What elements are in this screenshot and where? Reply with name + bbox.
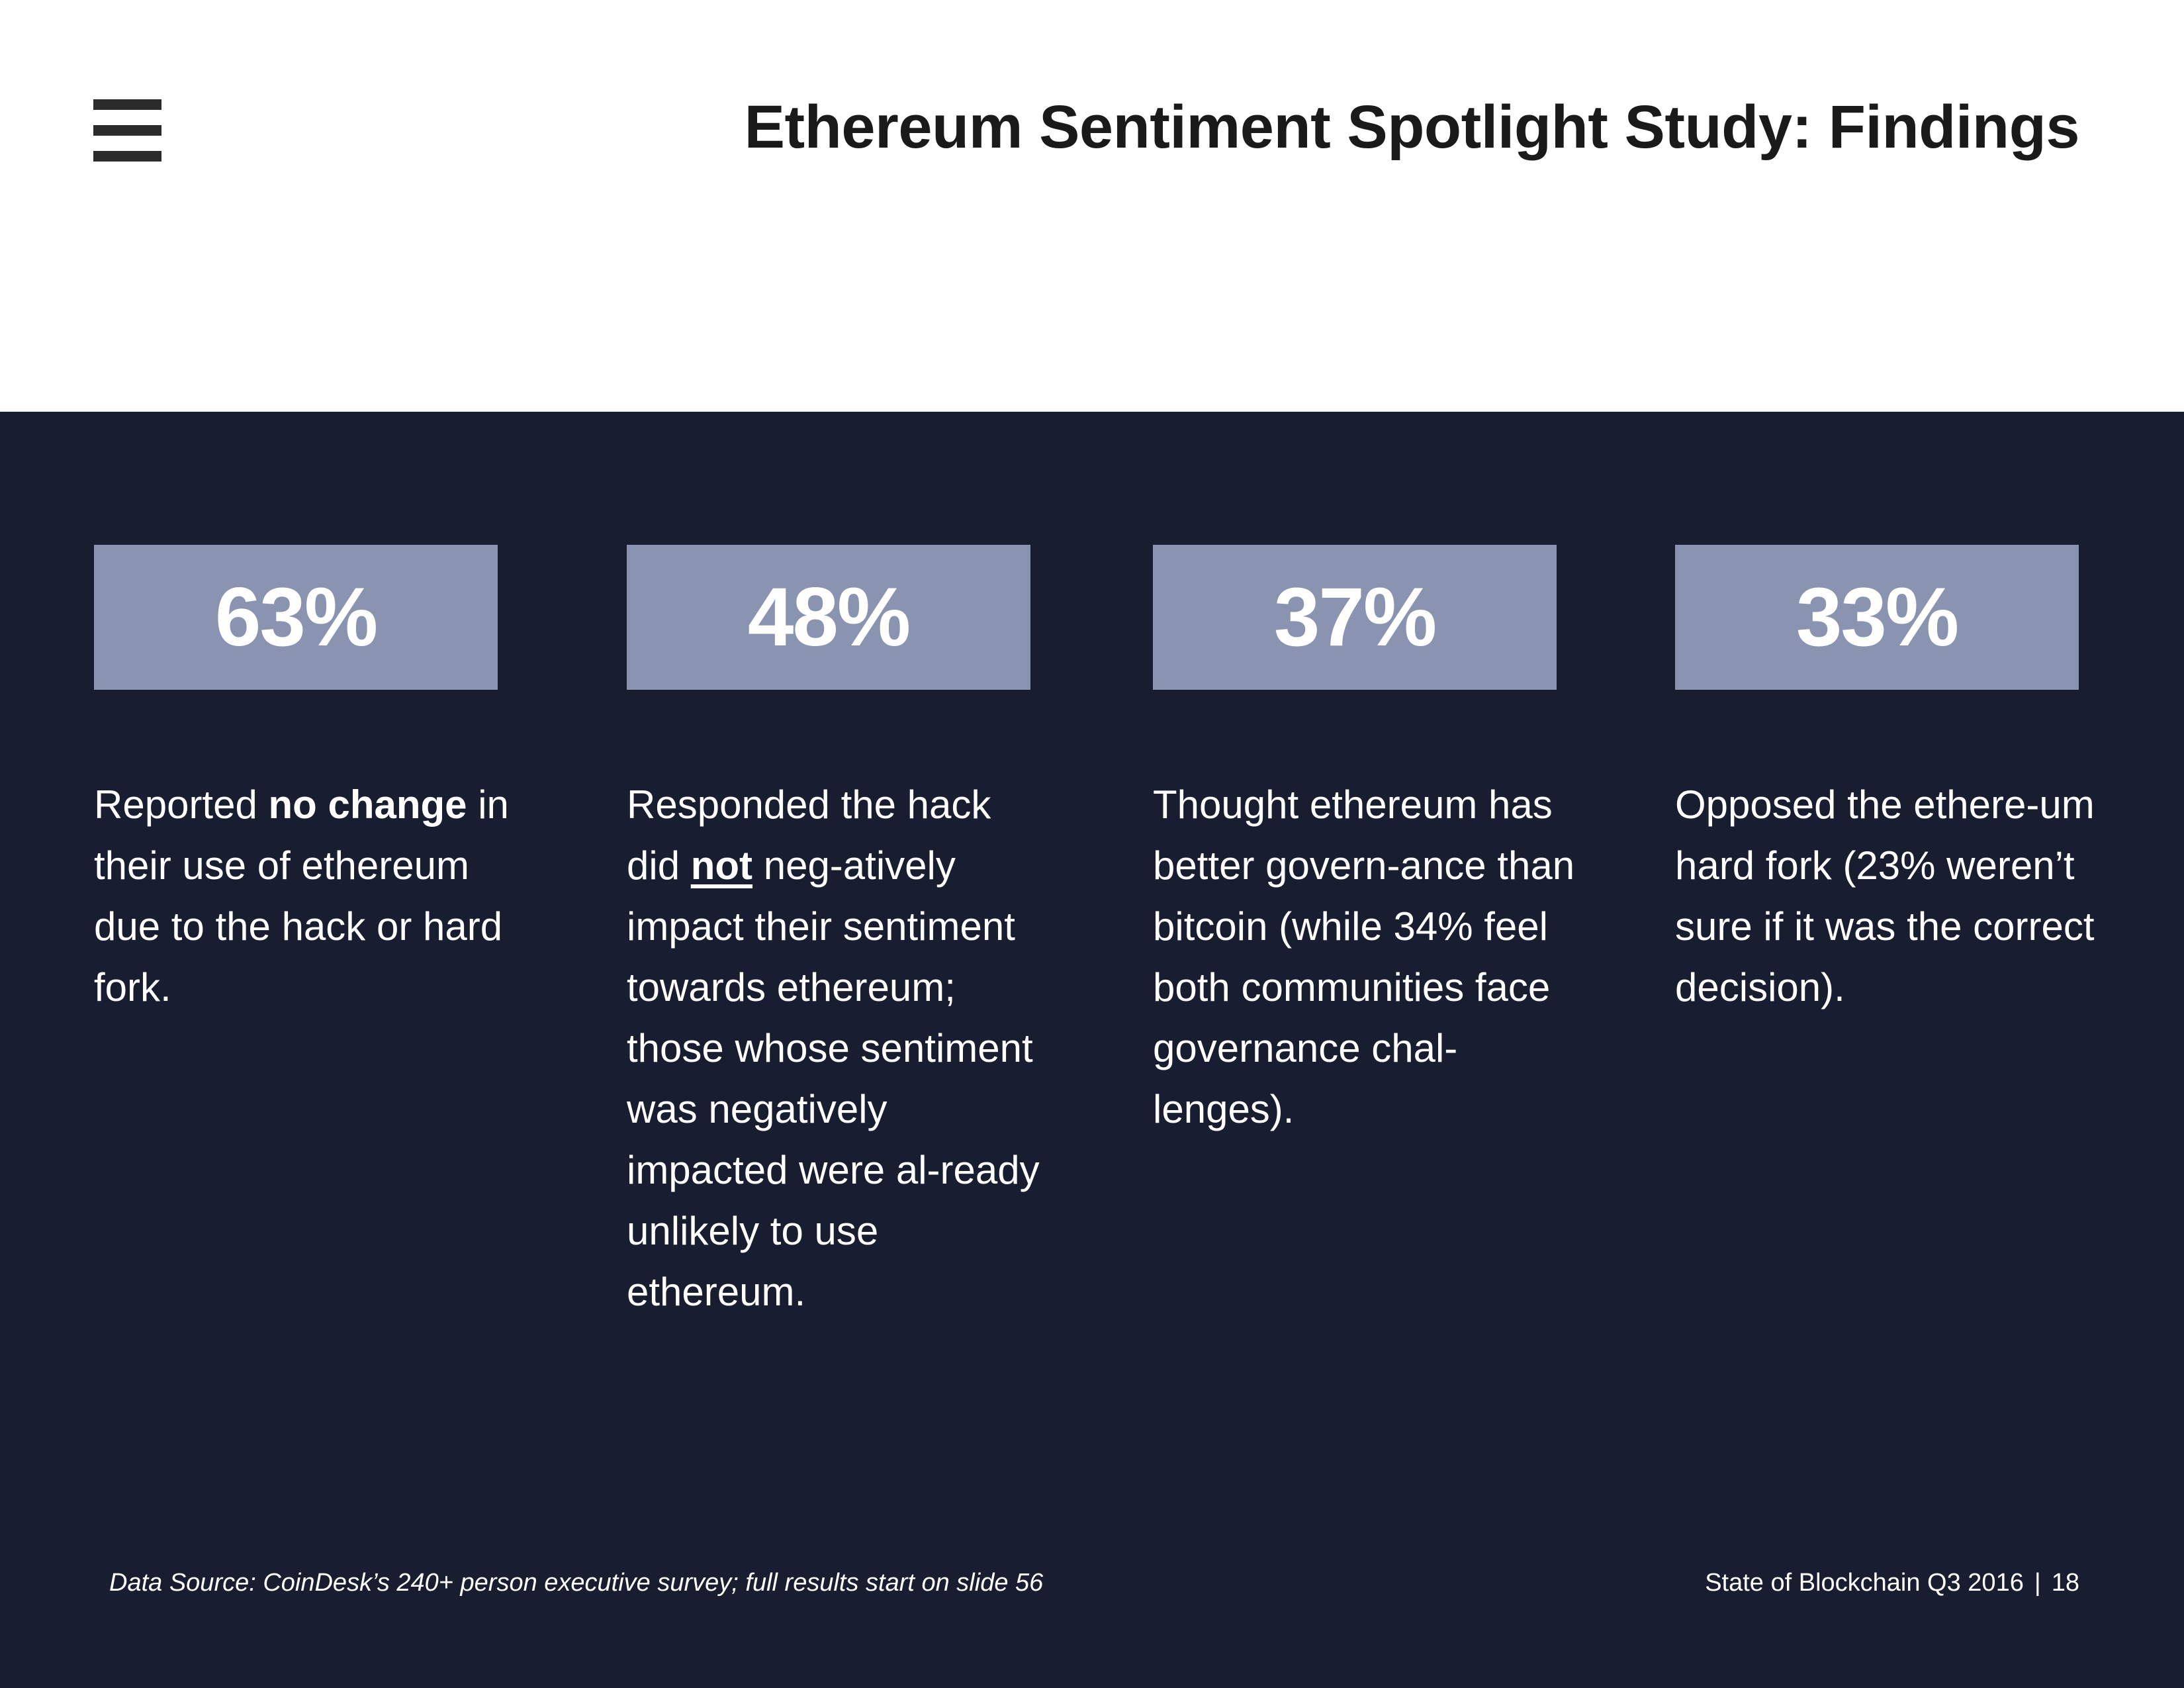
stat-box-governance: 37% bbox=[1153, 545, 1557, 690]
desc-emphasis: not bbox=[690, 843, 753, 888]
footer-report-info: State of Blockchain Q3 2016 | 18 bbox=[1705, 1569, 2079, 1597]
data-source-note: Data Source: CoinDesk’s 240+ person exec… bbox=[109, 1569, 1044, 1597]
desc-text: Responded the hack did bbox=[627, 782, 991, 888]
stat-box-not-negative: 48% bbox=[627, 545, 1030, 690]
desc-text: Reported bbox=[94, 782, 269, 827]
stat-value: 48% bbox=[747, 571, 911, 663]
stat-description: Thought ethereum has better govern-ance … bbox=[1153, 782, 1575, 1131]
page-number: 18 bbox=[2051, 1569, 2079, 1597]
page-title: Ethereum Sentiment Spotlight Study: Find… bbox=[744, 93, 2080, 161]
hamburger-menu-icon[interactable] bbox=[93, 99, 161, 162]
stat-box-opposed-fork: 33% bbox=[1675, 545, 2079, 690]
stat-description: Opposed the ethere-um hard fork (23% wer… bbox=[1675, 782, 2095, 1009]
header: Ethereum Sentiment Spotlight Study: Find… bbox=[0, 0, 2184, 412]
menu-bar bbox=[93, 151, 161, 162]
footer-separator: | bbox=[2034, 1569, 2041, 1597]
stat-value: 63% bbox=[214, 571, 378, 663]
desc-emphasis: no change bbox=[268, 782, 467, 827]
stat-box-no-change: 63% bbox=[94, 545, 498, 690]
menu-bar bbox=[93, 99, 161, 110]
stat-value: 33% bbox=[1796, 571, 1959, 663]
stat-description: Reported no change in their use of ether… bbox=[94, 774, 518, 1018]
desc-text: in their use of ethereum due to the hack… bbox=[94, 782, 509, 1009]
menu-bar bbox=[93, 125, 161, 136]
report-name: State of Blockchain Q3 2016 bbox=[1705, 1569, 2024, 1597]
desc-text: neg-atively impact their sentiment towar… bbox=[627, 843, 1040, 1314]
stat-value: 37% bbox=[1273, 571, 1437, 663]
stat-description: Responded the hack did not neg-atively i… bbox=[627, 774, 1050, 1323]
